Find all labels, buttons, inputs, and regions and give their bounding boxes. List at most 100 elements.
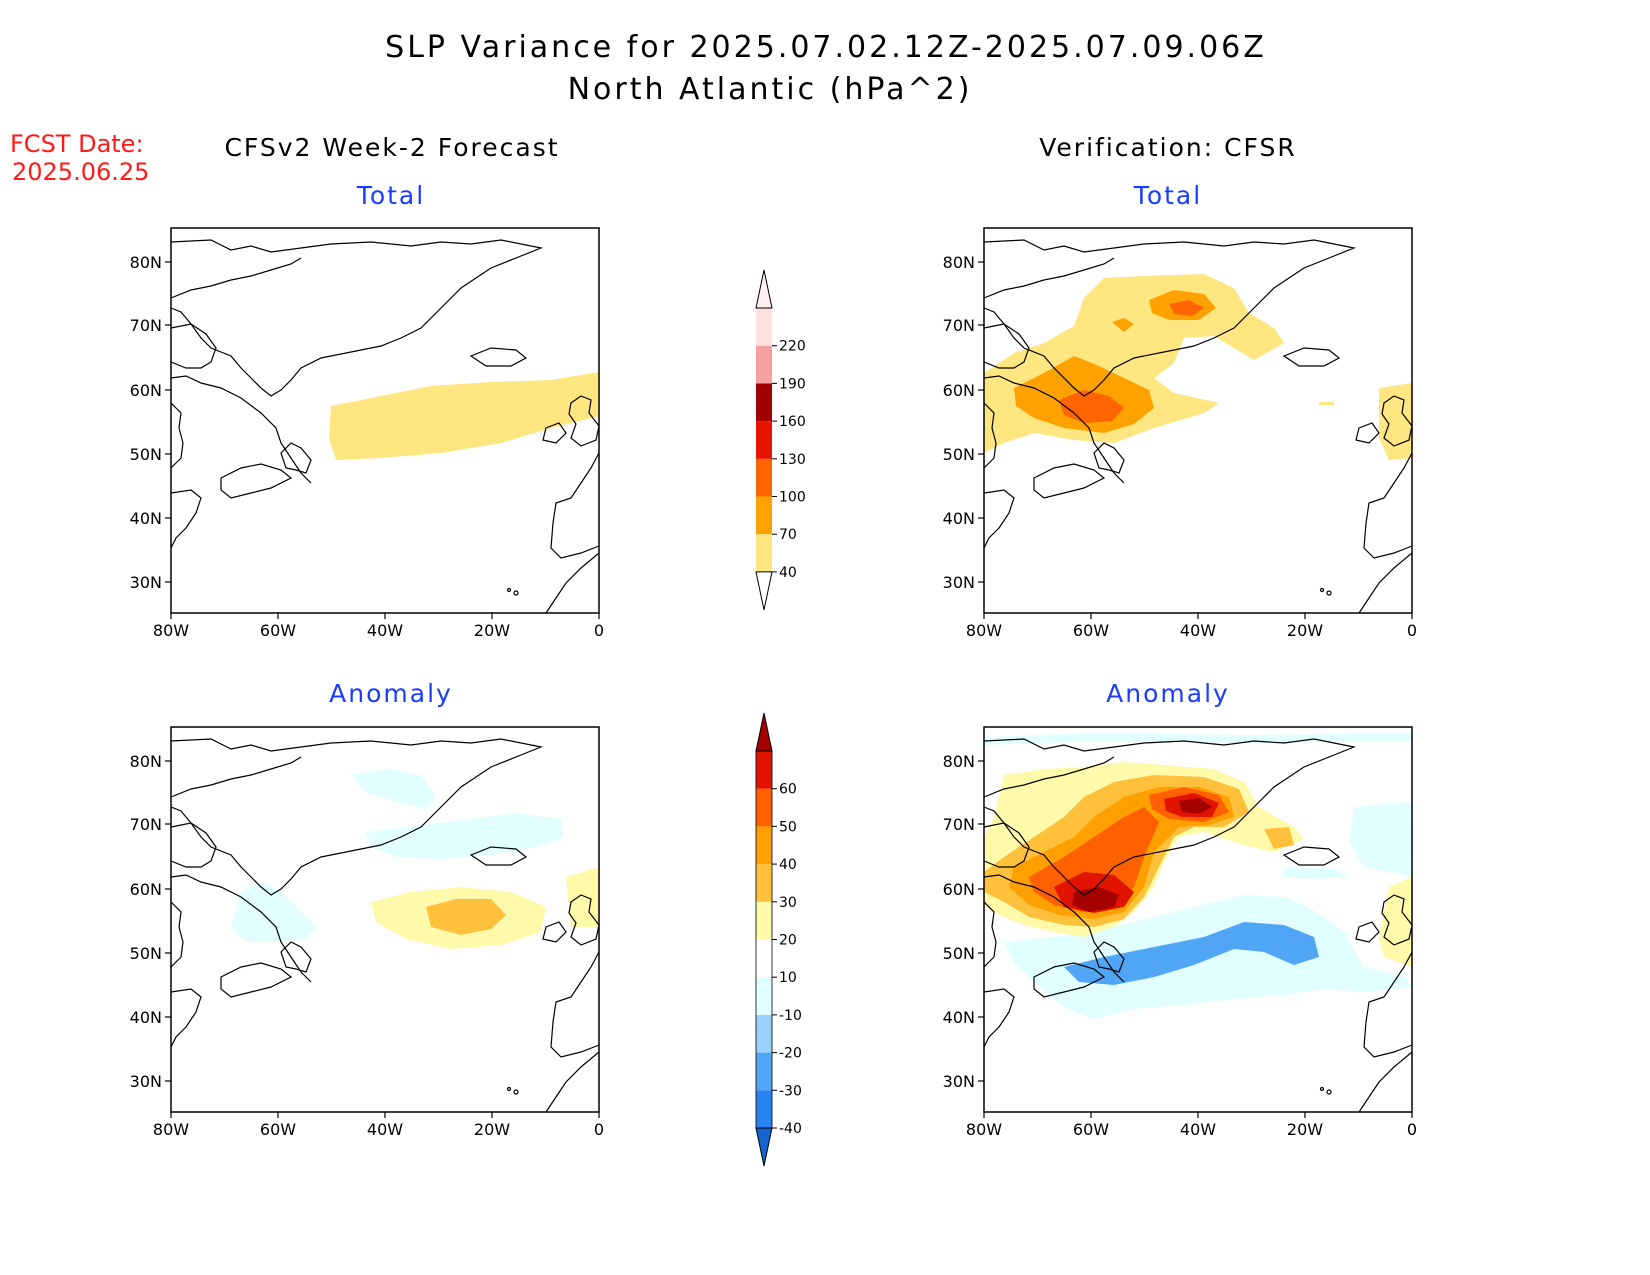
lon-tick-label: 20W [1287, 621, 1323, 640]
main-title: SLP Variance for 2025.07.02.12Z-2025.07.… [385, 30, 1267, 65]
forecast-total-map [170, 227, 600, 614]
anomaly-shade-20 [426, 899, 506, 935]
lat-tick-label: 60N [130, 381, 162, 400]
lon-tick-label: 40W [1180, 1120, 1216, 1139]
colorbar-label: 190 [779, 376, 806, 392]
right-column-title: Verification: CFSR [1039, 133, 1297, 162]
colorbar-segment [756, 383, 772, 422]
lon-tick-label: 40W [1180, 621, 1216, 640]
lon-tick-label: 40W [367, 1120, 403, 1139]
lat-tick-label: 50N [943, 445, 975, 464]
colorbar-segment [756, 1090, 772, 1128]
fcst-date: 2025.06.25 [12, 158, 150, 186]
anomaly-shade-neg10 [351, 769, 436, 809]
lon-tick-label: 60W [1073, 1120, 1109, 1139]
total-shade-40 [329, 372, 599, 460]
colorbar-label: 130 [779, 452, 806, 468]
lon-tick-label: 0 [594, 1120, 604, 1139]
colorbar-label: -40 [779, 1121, 802, 1137]
anomaly-colorbar: -40 -30 -20 -10 10 20 30 40 50 60 [755, 712, 802, 1167]
colorbar-segment [756, 788, 772, 827]
colorbar-segment [756, 826, 772, 865]
colorbar-label: 220 [779, 339, 806, 355]
forecast-anomaly-map [170, 726, 600, 1113]
total-colorbar: 40 70 100 130 160 190 220 [755, 269, 806, 611]
colorbar-label: 100 [779, 490, 806, 506]
lat-tick-label: 30N [943, 573, 975, 592]
anomaly-shade-60 [1072, 887, 1119, 912]
colorbar-label: 10 [779, 970, 797, 986]
lat-tick-label: 70N [943, 815, 975, 834]
lat-tick-label: 80N [943, 752, 975, 771]
top-right-panel-title: Total [1133, 181, 1203, 210]
main-subtitle: North Atlantic (hPa^2) [567, 72, 973, 107]
verification-anomaly-map [983, 726, 1413, 1113]
top-left-panel-title: Total [356, 181, 426, 210]
verification-total-map [983, 227, 1413, 614]
colorbar-segment [756, 901, 772, 940]
lon-tick-label: 80W [966, 621, 1002, 640]
lat-tick-label: 40N [943, 1008, 975, 1027]
colorbar-segment [756, 1014, 772, 1053]
lat-tick-label: 30N [943, 1072, 975, 1091]
lon-tick-label: 60W [260, 1120, 296, 1139]
lat-tick-label: 50N [943, 944, 975, 963]
colorbar-segment [756, 308, 772, 346]
lat-tick-label: 60N [130, 880, 162, 899]
lon-tick-label: 0 [1407, 621, 1417, 640]
colorbar-segment [756, 1052, 772, 1091]
lat-tick-label: 80N [130, 253, 162, 272]
lon-tick-label: 20W [474, 621, 510, 640]
fcst-label: FCST Date: [10, 130, 144, 158]
lat-tick-label: 40N [130, 1008, 162, 1027]
colorbar-segment [756, 345, 772, 384]
lat-tick-label: 30N [130, 1072, 162, 1091]
bottom-left-panel-title: Anomaly [329, 679, 453, 708]
lat-tick-label: 60N [943, 381, 975, 400]
lon-tick-label: 20W [1287, 1120, 1323, 1139]
colorbar-segment [756, 939, 772, 978]
colorbar-segment [756, 534, 772, 572]
lat-tick-label: 60N [943, 880, 975, 899]
colorbar-label: 40 [779, 857, 797, 873]
colorbar-segment [756, 496, 772, 535]
colorbar-segment [756, 458, 772, 497]
lat-tick-label: 70N [130, 316, 162, 335]
lat-tick-label: 80N [943, 253, 975, 272]
colorbar-top-cap [755, 269, 773, 309]
colorbar-bottom-cap [755, 571, 773, 611]
colorbar-label: 70 [779, 527, 797, 543]
colorbar-label: 50 [779, 819, 797, 835]
lon-tick-label: 0 [594, 621, 604, 640]
lat-tick-label: 30N [130, 573, 162, 592]
colorbar-label: -10 [779, 1008, 802, 1024]
lat-tick-label: 80N [130, 752, 162, 771]
anomaly-shade-neg20 [1064, 922, 1319, 985]
lat-tick-label: 70N [130, 815, 162, 834]
colorbar-segment [756, 421, 772, 459]
lat-tick-label: 40N [130, 509, 162, 528]
bottom-right-panel-title: Anomaly [1106, 679, 1230, 708]
colorbar-label: -30 [779, 1083, 802, 1099]
left-column-title: CFSv2 Week-2 Forecast [224, 133, 560, 162]
colorbar-segment [756, 751, 772, 789]
lon-tick-label: 80W [966, 1120, 1002, 1139]
colorbar-label: 60 [779, 782, 797, 798]
lat-tick-label: 50N [130, 445, 162, 464]
lat-tick-label: 40N [943, 509, 975, 528]
lon-tick-label: 0 [1407, 1120, 1417, 1139]
lat-tick-label: 70N [943, 316, 975, 335]
lon-tick-label: 20W [474, 1120, 510, 1139]
colorbar-segment [756, 977, 772, 1015]
colorbar-label: -20 [779, 1046, 802, 1062]
lon-tick-label: 80W [153, 1120, 189, 1139]
colorbar-label: 160 [779, 414, 806, 430]
lon-tick-label: 80W [153, 621, 189, 640]
colorbar-label: 20 [779, 933, 797, 949]
colorbar-label: 40 [779, 565, 797, 581]
colorbar-top-cap [755, 712, 773, 752]
lon-tick-label: 40W [367, 621, 403, 640]
lat-tick-label: 50N [130, 944, 162, 963]
colorbar-label: 30 [779, 895, 797, 911]
